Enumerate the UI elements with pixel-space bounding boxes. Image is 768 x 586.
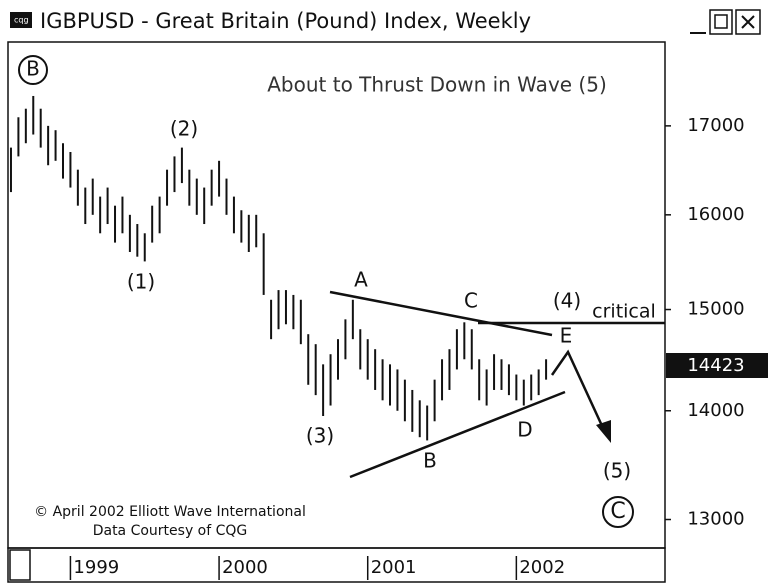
y-tick-label: 17000 [687,115,744,136]
maximize-button[interactable] [709,9,733,35]
y-tick-label: 13000 [687,509,744,530]
annotation: (1) [127,270,155,294]
wave-circle [18,55,48,85]
annotation: (5) [603,459,631,483]
y-tick-label: 15000 [687,299,744,320]
scroll-thumb[interactable] [9,549,31,581]
annotation: (2) [170,117,198,141]
x-tick-label: 1999 [73,557,119,578]
annotation: E [560,324,573,348]
annotation: B [423,449,437,473]
close-button[interactable] [735,9,761,35]
x-tick-label: 2000 [222,557,268,578]
wave-5-path [550,349,605,429]
y-tick-label: 14000 [687,400,744,421]
maximize-glyph [714,14,728,29]
last-price-box [666,353,768,378]
wave-circle [602,496,634,528]
annotation: critical [592,301,656,323]
wave-5-arrowhead [596,420,611,443]
time-axis-frame [7,547,666,583]
last-price-label: 14423 [687,355,744,376]
annotation: Data Courtesy of CQG [93,523,248,539]
y-tick-label: 16000 [687,204,744,225]
annotation: B [26,57,40,81]
x-tick-label: 2001 [371,557,417,578]
window-controls[interactable] [690,9,761,35]
annotation: (4) [553,289,581,313]
annotation: D [517,418,532,442]
x-tick-label: 2002 [519,557,565,578]
annotation: C [610,499,625,524]
app-icon [10,12,32,28]
annotation: C [464,289,478,313]
close-glyph [741,15,755,29]
lower-trendline [349,390,566,479]
annotation: © April 2002 Elliott Wave International [34,504,306,520]
upper-trendline [329,290,553,337]
chart-title: IGBPUSD - Great Britain (Pound) Index, W… [40,9,531,33]
annotation: (3) [306,424,334,448]
app-icon-glyph: cqg [14,16,29,25]
annotation: About to Thrust Down in Wave (5) [267,73,607,97]
annotation: A [354,268,368,292]
